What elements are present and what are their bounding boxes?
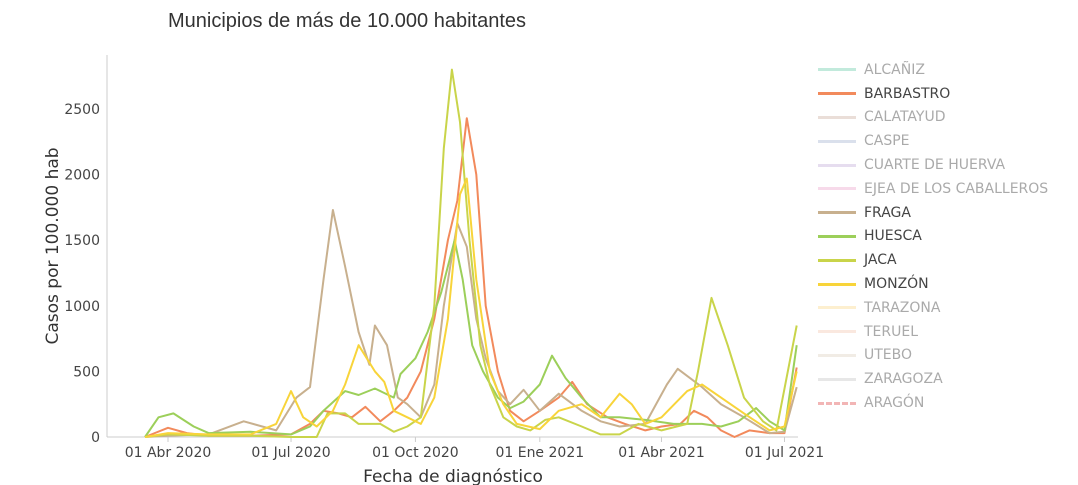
x-axis-title: Fecha de diagnóstico	[363, 467, 543, 485]
legend-swatch	[818, 211, 856, 215]
legend-swatch	[818, 377, 856, 381]
legend-item[interactable]: JACA	[818, 248, 1048, 272]
y-tick-label: 1500	[64, 233, 100, 249]
series-line-fraga	[144, 209, 798, 438]
legend-item[interactable]: BARBASTRO	[818, 82, 1048, 106]
legend-item[interactable]: UTEBO	[818, 344, 1048, 368]
legend-label: FRAGA	[864, 204, 911, 221]
legend-label: HUESCA	[864, 228, 922, 245]
legend-item[interactable]: CASPE	[818, 129, 1048, 153]
legend-item[interactable]: MONZÓN	[818, 272, 1048, 296]
y-tick-label: 2000	[64, 168, 100, 184]
x-tick-label: 01 Abr 2021	[618, 445, 705, 461]
legend-swatch	[818, 115, 856, 119]
legend-item[interactable]: ALCAÑIZ	[818, 58, 1048, 82]
legend-label: TARAZONA	[864, 299, 941, 316]
legend-item[interactable]: FRAGA	[818, 201, 1048, 225]
legend-swatch	[818, 234, 856, 238]
series-line-monz-n	[144, 177, 798, 438]
legend-swatch	[818, 401, 856, 405]
legend-label: UTEBO	[864, 347, 913, 364]
legend-swatch	[818, 139, 856, 143]
legend-label: MONZÓN	[864, 276, 929, 293]
legend-item[interactable]: EJEA DE LOS CABALLEROS	[818, 177, 1048, 201]
legend-swatch	[818, 282, 856, 286]
legend-swatch	[818, 353, 856, 357]
series-line-huesca	[144, 239, 798, 438]
legend-label: ALCAÑIZ	[864, 61, 925, 78]
chart-title: Municipios de más de 10.000 habitantes	[168, 10, 527, 32]
x-tick-label: 01 Jul 2021	[745, 445, 824, 461]
legend-label: CUARTE DE HUERVA	[864, 157, 1006, 174]
legend-item[interactable]: HUESCA	[818, 225, 1048, 249]
y-axis-title: Casos por 100.000 hab	[43, 147, 63, 344]
legend-label: CALATAYUD	[864, 109, 946, 126]
legend-swatch	[818, 68, 856, 72]
legend-item[interactable]: ARAGÓN	[818, 391, 1048, 415]
y-tick-label: 2500	[64, 102, 100, 118]
legend-swatch	[818, 306, 856, 310]
legend-label: CASPE	[864, 133, 910, 150]
legend-item[interactable]: TARAZONA	[818, 296, 1048, 320]
legend-swatch	[818, 163, 856, 167]
legend-label: EJEA DE LOS CABALLEROS	[864, 180, 1049, 197]
legend-item[interactable]: CALATAYUD	[818, 106, 1048, 130]
y-tick-label: 1000	[64, 299, 100, 315]
legend-swatch	[818, 258, 856, 262]
legend-label: JACA	[864, 252, 897, 269]
legend-label: BARBASTRO	[864, 85, 951, 102]
series-line-jaca	[144, 68, 798, 438]
legend-swatch	[818, 92, 856, 96]
y-tick-label: 0	[91, 430, 100, 446]
legend-label: TERUEL	[864, 323, 919, 340]
x-tick-label: 01 Oct 2020	[372, 445, 459, 461]
x-tick-label: 01 Abr 2020	[125, 445, 212, 461]
x-tick-label: 01 Jul 2020	[251, 445, 330, 461]
legend-label: ARAGÓN	[864, 395, 925, 412]
y-tick-label: 500	[73, 364, 100, 380]
legend-item[interactable]: ZARAGOZA	[818, 367, 1048, 391]
legend-label: ZARAGOZA	[864, 371, 943, 388]
legend-item[interactable]: TERUEL	[818, 320, 1048, 344]
legend-swatch	[818, 330, 856, 334]
legend-item[interactable]: CUARTE DE HUERVA	[818, 153, 1048, 177]
legend: ALCAÑIZ BARBASTRO CALATAYUD CASPE CUARTE DE …	[818, 58, 1048, 415]
x-tick-label: 01 Ene 2021	[495, 445, 584, 461]
legend-swatch	[818, 187, 856, 191]
